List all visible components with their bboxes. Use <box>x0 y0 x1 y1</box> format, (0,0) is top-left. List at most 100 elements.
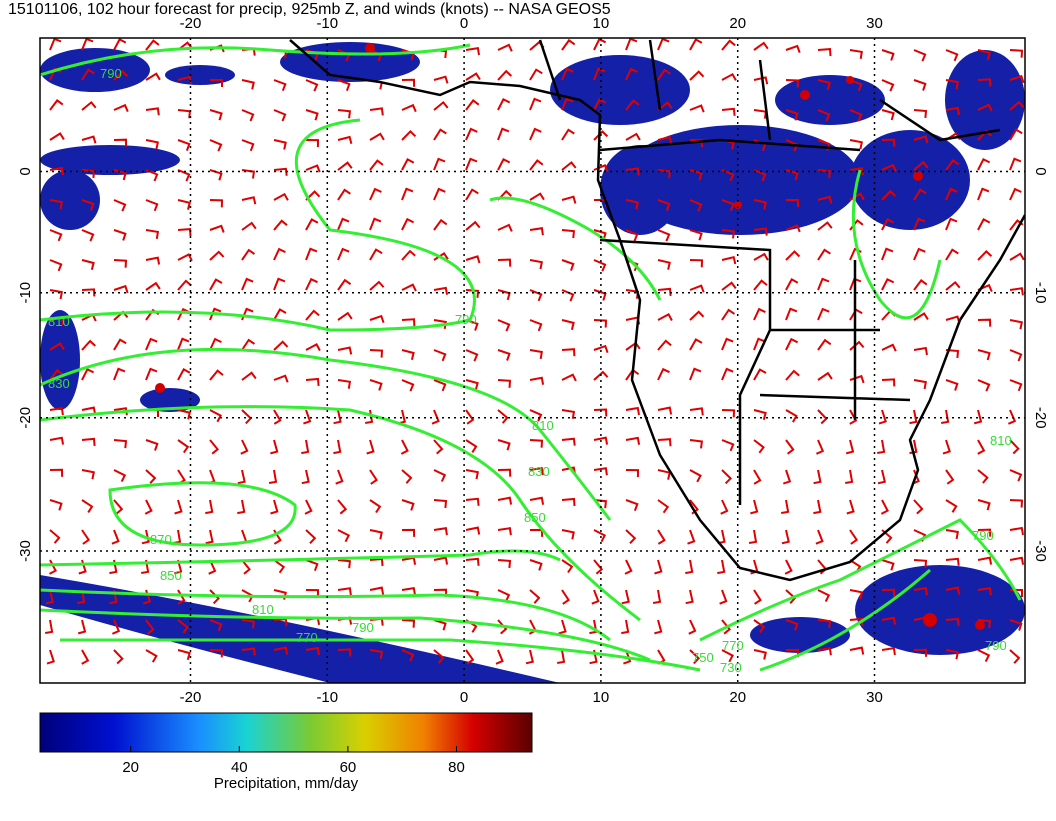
wind-barb <box>625 67 638 81</box>
wind-barb <box>177 368 191 381</box>
wind-barb <box>209 199 224 208</box>
wind-barb <box>721 469 733 485</box>
wind-barb <box>881 343 897 352</box>
contour-labels: 790 810 830 790 810 830 850 870 850 810 790 770 770 7… <box>48 66 1012 675</box>
wind-barb <box>561 373 577 382</box>
colorbar: Precipitation, mm/day 20 40 60 80 <box>39 712 533 792</box>
wind-barb <box>177 169 191 182</box>
wind-barb <box>878 409 887 425</box>
lon-tick-label-top: 0 <box>460 15 468 32</box>
wind-barb <box>561 437 576 446</box>
wind-barb <box>209 409 222 423</box>
wind-barb <box>369 379 383 391</box>
wind-barb <box>977 249 993 261</box>
wind-barb <box>753 76 769 85</box>
wind-barb <box>205 529 214 545</box>
wind-barb <box>657 313 673 321</box>
wind-barb <box>465 72 481 81</box>
wind-barb <box>337 247 350 261</box>
wind-barb <box>945 106 960 116</box>
wind-barb <box>177 139 191 151</box>
wind-barb <box>561 348 576 357</box>
wind-barb <box>1009 469 1023 482</box>
wind-barb <box>273 646 289 655</box>
wind-barb <box>369 314 385 324</box>
wind-barb <box>786 199 799 207</box>
wind-barb <box>497 157 511 171</box>
wind-barb <box>657 229 671 242</box>
wind-barb <box>785 44 801 53</box>
wind-barb <box>113 367 126 381</box>
wind-barb <box>209 307 222 321</box>
wind-barb <box>529 496 545 505</box>
wind-barb <box>431 409 440 425</box>
wind-barb <box>305 218 319 231</box>
wind-barb <box>273 192 289 201</box>
wind-barb <box>753 469 762 485</box>
wind-barb <box>369 349 384 358</box>
wind-barb <box>113 649 124 665</box>
wind-barb <box>624 559 633 575</box>
wind-barb <box>561 589 570 605</box>
wind-barb <box>913 79 927 91</box>
wind-barb <box>49 229 63 242</box>
lon-tick-label-top: 30 <box>866 15 883 32</box>
wind-barb <box>753 589 762 605</box>
wind-barb <box>144 499 153 515</box>
wind-barb <box>945 557 960 566</box>
wind-barb <box>209 250 225 261</box>
wind-barb <box>465 188 479 201</box>
wind-barb <box>657 339 672 351</box>
wind-barb <box>401 499 415 511</box>
wind-barb <box>77 619 87 635</box>
wind-barb <box>813 499 822 515</box>
wind-barb <box>687 529 696 545</box>
lon-tick-label-bottom: 20 <box>729 689 746 706</box>
wind-barb <box>465 409 475 425</box>
wind-barb <box>593 67 606 81</box>
wind-barb <box>881 616 897 625</box>
wind-barb <box>721 649 734 663</box>
wind-barb <box>49 342 65 351</box>
wind-barb <box>113 69 129 81</box>
wind-barb <box>849 79 863 92</box>
wind-barb <box>945 159 960 171</box>
wind-barb <box>652 589 662 604</box>
contour-label: 810 <box>532 418 554 433</box>
wind-barb <box>817 79 831 90</box>
wind-barb <box>945 617 960 626</box>
wind-barb <box>657 199 671 212</box>
wind-barb <box>689 407 704 416</box>
wind-barb <box>433 286 449 295</box>
wind-barb <box>369 187 382 201</box>
wind-barb <box>945 586 961 595</box>
wind-barb <box>369 132 385 141</box>
wind-barb <box>977 349 991 361</box>
contour-label: 770 <box>296 630 318 645</box>
wind-barb <box>241 371 257 381</box>
wind-barb <box>465 220 481 231</box>
wind-barb <box>591 589 600 605</box>
wind-barb <box>881 247 894 261</box>
lon-tick-label-top: -20 <box>180 15 202 32</box>
wind-barb <box>241 169 256 179</box>
wind-barb <box>270 439 279 455</box>
wind-barb <box>845 469 854 484</box>
wind-barbs <box>45 38 1025 665</box>
wind-barb <box>303 409 312 425</box>
wind-barb <box>849 340 865 351</box>
wind-barb <box>49 499 63 511</box>
wind-barb <box>273 167 288 176</box>
wind-barb <box>945 469 955 485</box>
map-area: 790 810 830 790 810 830 850 870 850 810 790 770 770 7… <box>40 38 1025 683</box>
wind-barb <box>817 221 833 231</box>
wind-barb <box>945 499 958 513</box>
wind-barb <box>689 469 702 483</box>
wind-barb <box>784 559 793 575</box>
wind-barb <box>301 469 310 485</box>
wind-barb <box>177 337 190 351</box>
wind-barb <box>593 98 607 111</box>
wind-barb <box>685 589 694 605</box>
contour-label: 810 <box>252 602 274 617</box>
wind-barb <box>813 469 822 485</box>
